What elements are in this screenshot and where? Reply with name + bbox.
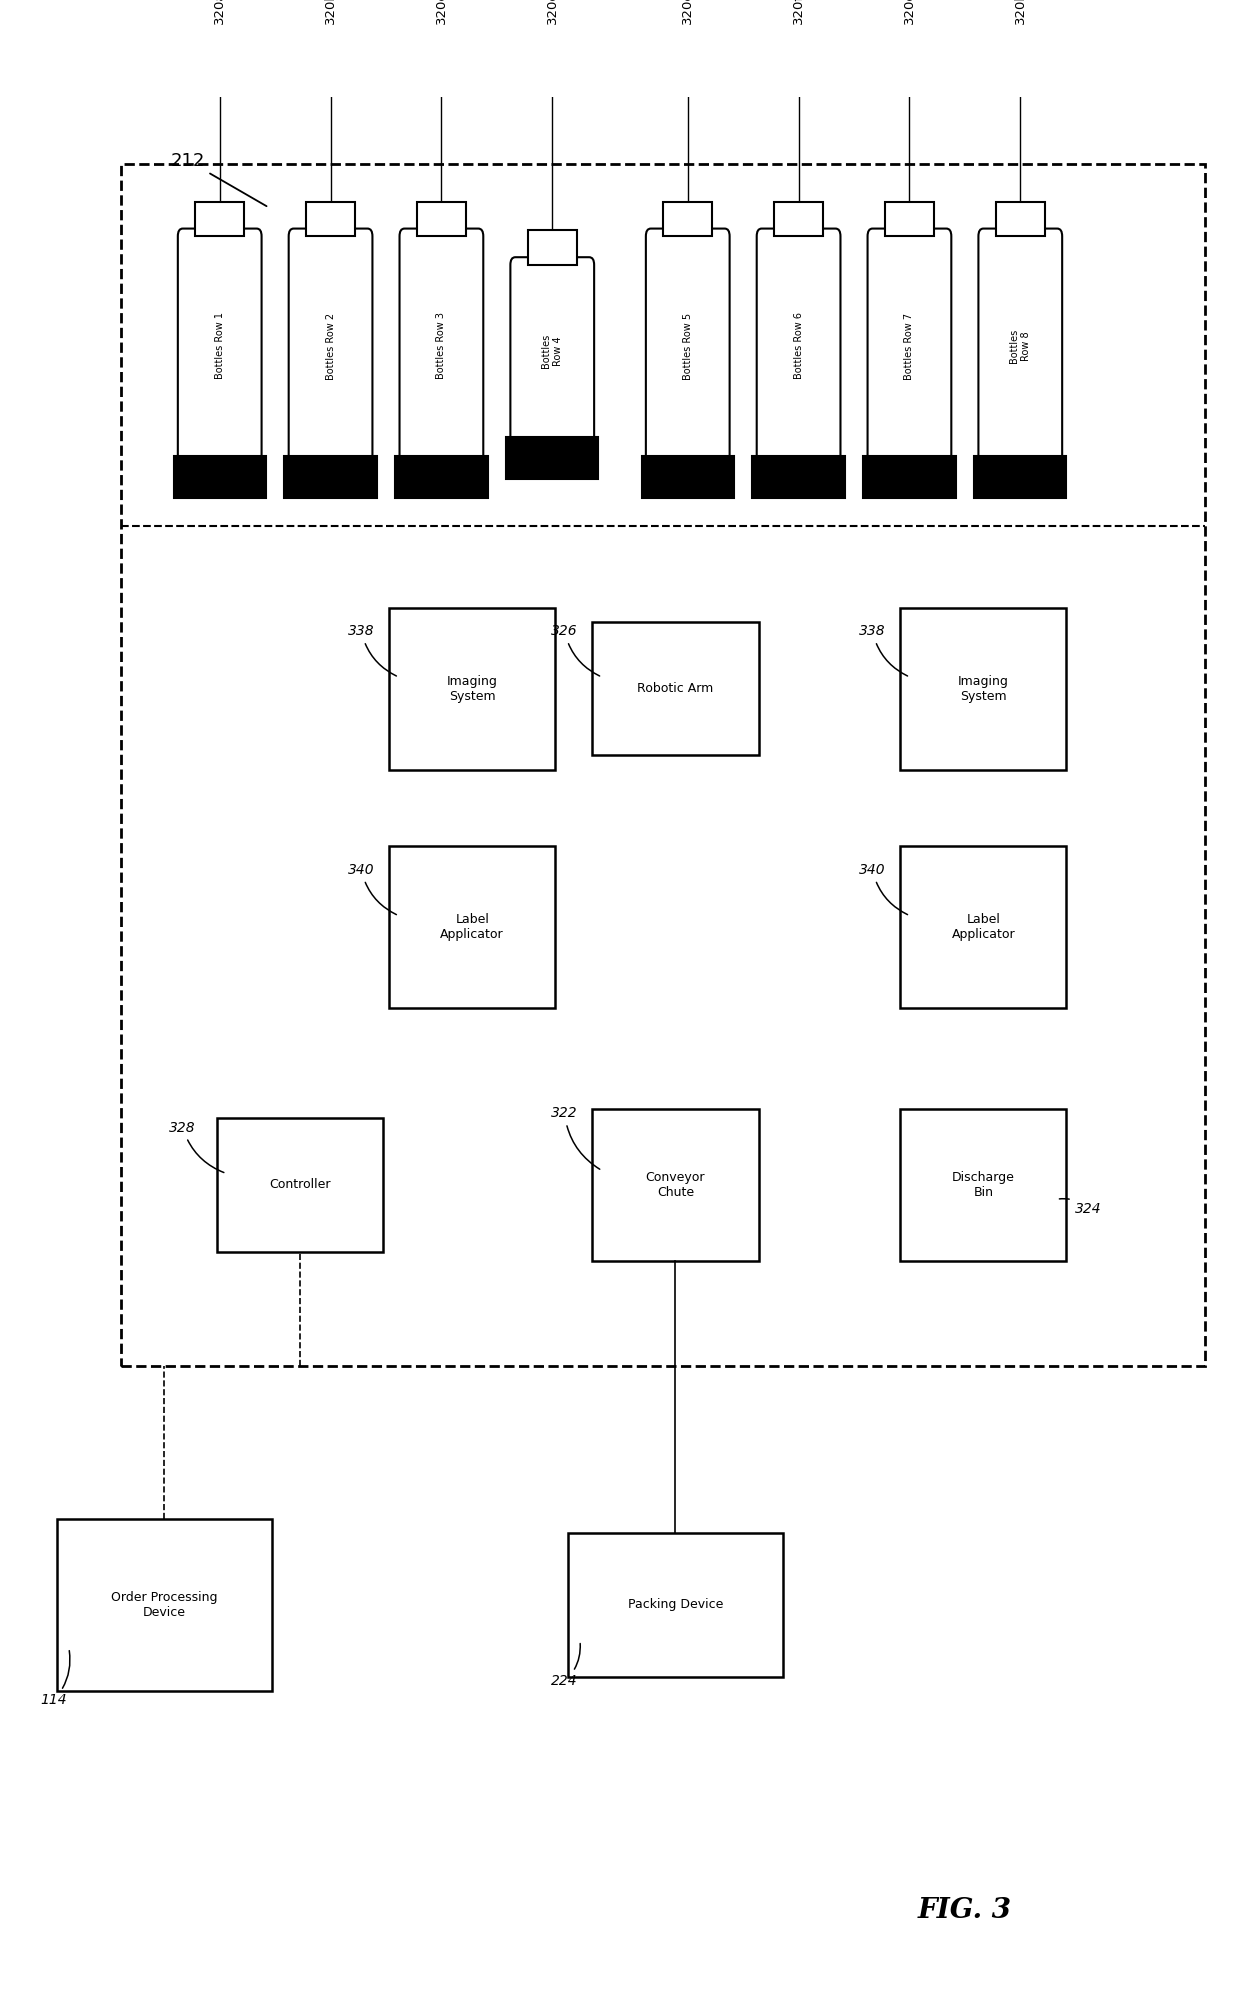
Bar bbox=[417, 201, 466, 237]
FancyBboxPatch shape bbox=[868, 229, 951, 464]
Bar bbox=[506, 436, 599, 478]
FancyBboxPatch shape bbox=[568, 1534, 784, 1676]
Text: 320c: 320c bbox=[435, 0, 448, 24]
Text: Bottles Row 5: Bottles Row 5 bbox=[683, 312, 693, 380]
Text: 320d: 320d bbox=[546, 0, 559, 24]
FancyBboxPatch shape bbox=[389, 607, 556, 770]
Text: 320g: 320g bbox=[903, 0, 916, 24]
Text: 320h: 320h bbox=[1014, 0, 1027, 24]
Text: 224: 224 bbox=[552, 1644, 580, 1688]
Text: Label
Applicator: Label Applicator bbox=[951, 913, 1016, 941]
Text: Imaging
System: Imaging System bbox=[446, 675, 497, 703]
Bar bbox=[885, 201, 934, 237]
Text: 338: 338 bbox=[348, 625, 397, 675]
Text: 320b: 320b bbox=[324, 0, 337, 24]
Text: 326: 326 bbox=[552, 625, 600, 675]
Bar bbox=[975, 456, 1066, 498]
Bar bbox=[284, 456, 377, 498]
Text: 320e: 320e bbox=[681, 0, 694, 24]
FancyBboxPatch shape bbox=[900, 846, 1066, 1009]
Bar bbox=[641, 456, 734, 498]
Bar bbox=[396, 456, 487, 498]
Text: Bottles Row 3: Bottles Row 3 bbox=[436, 312, 446, 380]
Text: Label
Applicator: Label Applicator bbox=[440, 913, 503, 941]
Bar bbox=[996, 201, 1045, 237]
FancyBboxPatch shape bbox=[289, 229, 372, 464]
Bar bbox=[195, 201, 244, 237]
Bar bbox=[528, 231, 577, 265]
Text: Bottles
Row 4: Bottles Row 4 bbox=[542, 334, 563, 368]
Text: 338: 338 bbox=[859, 625, 908, 675]
FancyBboxPatch shape bbox=[900, 1110, 1066, 1262]
Text: 328: 328 bbox=[170, 1122, 224, 1172]
Text: 340: 340 bbox=[859, 862, 908, 915]
FancyBboxPatch shape bbox=[217, 1118, 383, 1252]
Text: Conveyor
Chute: Conveyor Chute bbox=[646, 1172, 706, 1200]
Text: Bottles Row 2: Bottles Row 2 bbox=[326, 312, 336, 380]
FancyBboxPatch shape bbox=[593, 1110, 759, 1262]
FancyBboxPatch shape bbox=[57, 1520, 272, 1690]
Text: Controller: Controller bbox=[269, 1178, 331, 1192]
Text: 320a: 320a bbox=[213, 0, 226, 24]
Text: 114: 114 bbox=[40, 1650, 69, 1706]
Text: 340: 340 bbox=[348, 862, 397, 915]
Bar bbox=[306, 201, 355, 237]
Text: Discharge
Bin: Discharge Bin bbox=[952, 1172, 1014, 1200]
FancyBboxPatch shape bbox=[511, 257, 594, 444]
Text: Packing Device: Packing Device bbox=[627, 1598, 723, 1612]
FancyBboxPatch shape bbox=[389, 846, 556, 1009]
Text: Bottles Row 6: Bottles Row 6 bbox=[794, 312, 804, 380]
Text: Robotic Arm: Robotic Arm bbox=[637, 681, 713, 695]
FancyBboxPatch shape bbox=[177, 229, 262, 464]
Text: Imaging
System: Imaging System bbox=[959, 675, 1009, 703]
Text: 320f: 320f bbox=[792, 0, 805, 24]
Text: 322: 322 bbox=[552, 1106, 600, 1170]
FancyBboxPatch shape bbox=[756, 229, 841, 464]
FancyBboxPatch shape bbox=[593, 621, 759, 756]
Bar bbox=[174, 456, 265, 498]
Text: FIG. 3: FIG. 3 bbox=[918, 1897, 1012, 1924]
Text: Bottles Row 1: Bottles Row 1 bbox=[215, 312, 224, 380]
Text: Bottles
Row 8: Bottles Row 8 bbox=[1009, 330, 1032, 364]
FancyBboxPatch shape bbox=[900, 607, 1066, 770]
Bar bbox=[863, 456, 956, 498]
FancyBboxPatch shape bbox=[978, 229, 1063, 464]
FancyBboxPatch shape bbox=[399, 229, 484, 464]
Text: 324: 324 bbox=[1059, 1198, 1101, 1216]
Text: Order Processing
Device: Order Processing Device bbox=[112, 1592, 217, 1618]
Bar bbox=[663, 201, 712, 237]
Bar bbox=[753, 456, 844, 498]
Bar bbox=[774, 201, 823, 237]
FancyBboxPatch shape bbox=[646, 229, 729, 464]
Text: 212: 212 bbox=[170, 151, 267, 207]
Text: Bottles Row 7: Bottles Row 7 bbox=[904, 312, 914, 380]
